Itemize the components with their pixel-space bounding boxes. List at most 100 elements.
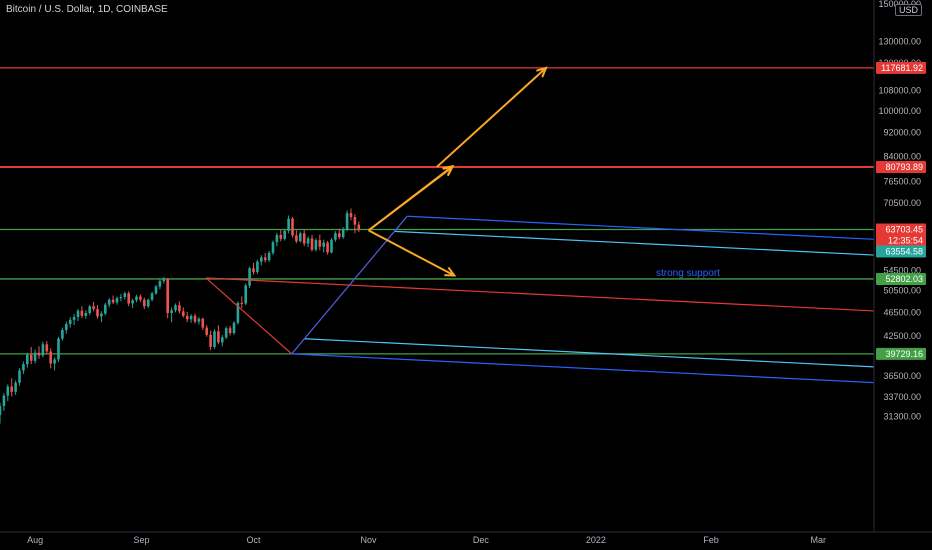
x-tick-label: Dec [473, 535, 490, 545]
x-tick-label: Sep [134, 535, 150, 545]
candle-body [228, 328, 232, 334]
candle-body [189, 315, 193, 320]
y-tick-label: 70500.00 [883, 198, 921, 208]
candle-body [299, 233, 302, 242]
candle-body [322, 242, 325, 247]
candle-body [146, 299, 150, 307]
candle-body [57, 338, 60, 360]
candle-body [193, 315, 197, 322]
chart-title: Bitcoin / U.S. Dollar, 1D, COINBASE [6, 4, 168, 15]
candle-body [37, 352, 41, 356]
level-price-text: 117681.92 [881, 63, 923, 73]
candle-body [224, 328, 228, 338]
candle-body [154, 286, 158, 294]
pitchfork-inner-tine [394, 230, 875, 256]
candle-body [61, 329, 64, 339]
candle-body [22, 364, 25, 371]
x-tick-label: Feb [703, 535, 719, 545]
strong-support-annotation: strong support [656, 268, 720, 279]
pitchfork-drawing [205, 215, 875, 384]
candle-body [174, 305, 177, 311]
candle-body [170, 310, 173, 313]
level-price-text: 80793.89 [885, 162, 923, 172]
candle-body [209, 334, 212, 347]
candle-body [6, 386, 10, 396]
level-price-text: 52802.03 [885, 274, 923, 284]
candle-body [221, 337, 224, 343]
candle-body [275, 234, 279, 243]
candle-body [18, 370, 21, 383]
x-tick-label: 2022 [586, 535, 606, 545]
candle-body [326, 242, 329, 253]
candle-body [330, 239, 333, 253]
candle-body [201, 318, 205, 328]
candle-body [115, 298, 119, 303]
candle-body [123, 293, 127, 298]
current-price-text: 63703.45 [885, 225, 923, 235]
candle-body [182, 311, 185, 316]
current-price-badge [876, 234, 926, 247]
y-tick-label: 31300.00 [883, 412, 921, 422]
candle-body [338, 233, 341, 238]
candle-body [236, 302, 240, 323]
y-tick-label: 76500.00 [883, 176, 921, 186]
candle-body [72, 317, 76, 320]
candle-body [341, 229, 345, 238]
candle-body [213, 331, 216, 347]
x-tick-label: Mar [810, 535, 826, 545]
candle-body [76, 310, 80, 318]
candle-body [271, 242, 275, 253]
candle-body [267, 252, 271, 261]
currency-button[interactable]: USD [895, 4, 923, 16]
pitchfork-inner-tine [304, 338, 875, 368]
candle-body [353, 217, 357, 225]
y-tick-label: 84000.00 [883, 152, 921, 162]
level-price-badge [876, 61, 926, 74]
current-price-text: 12:35:54 [888, 236, 923, 246]
candle-body [65, 324, 68, 330]
candle-body [256, 261, 259, 273]
candle-body [283, 230, 286, 239]
projection-arrow [367, 166, 454, 232]
current-price-badge [876, 245, 926, 258]
x-tick-label: Aug [27, 535, 43, 545]
candle-body [345, 213, 349, 230]
candle-body [158, 280, 162, 287]
candle-body [100, 313, 103, 317]
projection-arrow-head [536, 66, 548, 78]
time-axis[interactable]: Aug Sep Oct Nov Dec 2022 Feb Mar [27, 535, 826, 545]
candle-body [185, 315, 189, 320]
candle-body [166, 278, 169, 313]
candle-body [111, 299, 115, 303]
projection-arrow-head [444, 266, 457, 277]
candle-body [310, 238, 314, 250]
candle-body [10, 386, 13, 392]
candle-series [0, 208, 361, 424]
candle-body [96, 309, 99, 317]
candle-body [104, 304, 107, 314]
candle-body [295, 235, 298, 242]
y-tick-label: 33700.00 [883, 392, 921, 402]
candle-body [217, 331, 220, 343]
projection-arrow-head [442, 165, 455, 177]
candle-body [291, 218, 294, 236]
candle-body [131, 300, 134, 304]
x-tick-label: Nov [361, 535, 378, 545]
price-badges: 117681.92 80793.89 63703.45 52802.03 39729.1… [876, 61, 926, 360]
candle-body [162, 278, 166, 281]
horizontal-levels [0, 67, 874, 355]
candle-body [92, 306, 95, 310]
candle-body [88, 306, 91, 313]
candle-body [14, 382, 17, 392]
y-tick-label: 54500.00 [883, 266, 921, 276]
candle-body [263, 257, 267, 261]
y-tick-label: 46500.00 [883, 307, 921, 317]
pitchfork-median-line [205, 277, 875, 312]
candle-body [302, 233, 306, 244]
candle-body [119, 297, 123, 299]
candle-body [29, 354, 33, 361]
candle-body [135, 296, 138, 301]
candle-body [318, 240, 322, 247]
